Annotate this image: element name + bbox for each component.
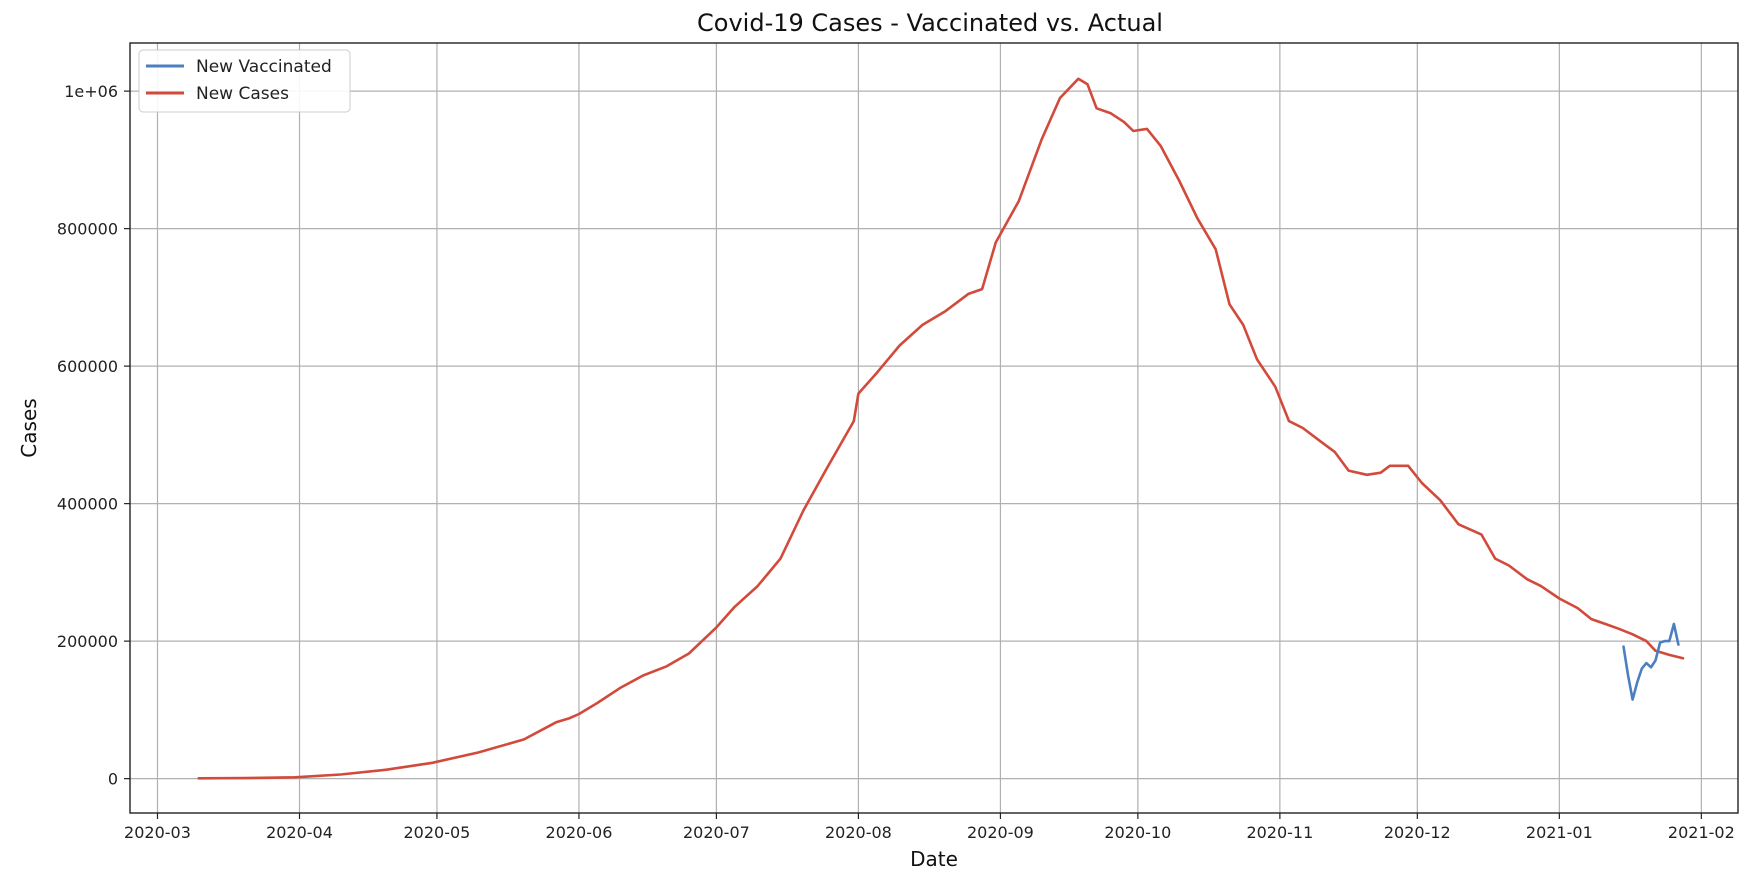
x-tick-label: 2020-12 <box>1384 823 1451 842</box>
series-layer <box>197 77 1685 780</box>
grid-lines <box>130 43 1738 813</box>
legend-label-new-vaccinated: New Vaccinated <box>196 57 332 77</box>
chart-title: Covid-19 Cases - Vaccinated vs. Actual <box>697 9 1163 37</box>
x-axis-label: Date <box>910 847 958 871</box>
series-line-new-vaccinated <box>1622 622 1680 701</box>
y-axis-label: Cases <box>17 398 41 457</box>
x-tick-label: 2020-03 <box>124 823 191 842</box>
x-tick-label: 2020-06 <box>546 823 613 842</box>
legend: New Vaccinated New Cases <box>138 49 351 113</box>
x-tick-label: 2020-04 <box>266 823 333 842</box>
series-line-new-cases <box>197 77 1685 780</box>
y-tick-label: 800000 <box>57 220 118 239</box>
y-tick-label: 200000 <box>57 632 118 651</box>
plot-frame <box>129 42 1739 814</box>
legend-label-new-cases: New Cases <box>196 84 289 104</box>
x-tick-label: 2020-05 <box>404 823 471 842</box>
y-tick-label: 1e+06 <box>64 82 118 101</box>
x-axis-ticks: 2020-03 2020-04 2020-05 2020-06 2020-07 2020-… <box>124 813 1735 842</box>
y-tick-label: 0 <box>108 770 118 789</box>
x-tick-label: 2021-01 <box>1526 823 1593 842</box>
x-tick-label: 2020-10 <box>1104 823 1171 842</box>
x-tick-label: 2020-11 <box>1246 823 1313 842</box>
x-tick-label: 2020-07 <box>683 823 750 842</box>
y-tick-label: 600000 <box>57 357 118 376</box>
x-tick-label: 2021-02 <box>1668 823 1735 842</box>
x-tick-label: 2020-08 <box>825 823 892 842</box>
y-tick-label: 400000 <box>57 495 118 514</box>
y-axis-ticks: 0 200000 400000 600000 800000 1e+06 <box>57 82 130 789</box>
legend-box <box>138 49 351 113</box>
x-tick-label: 2020-09 <box>967 823 1034 842</box>
